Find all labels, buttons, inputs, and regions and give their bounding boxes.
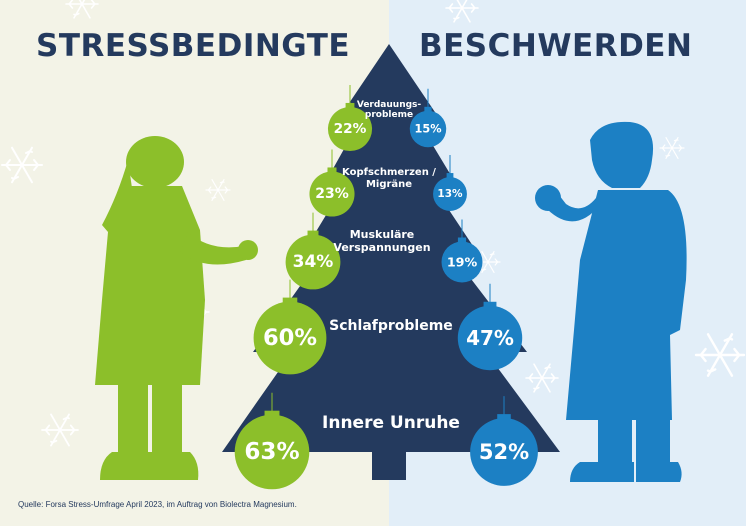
bauble-men-0: 15% (409, 88, 447, 148)
title-right: BESCHWERDEN (419, 28, 693, 64)
bauble-cap (483, 301, 497, 307)
bauble-value-label: 47% (466, 326, 514, 350)
bauble-ball (285, 234, 341, 290)
bauble-ball (433, 177, 467, 211)
bauble-ball (441, 241, 483, 283)
bauble-men-1: 13% (433, 155, 467, 211)
bauble-ball (327, 106, 373, 152)
category-label-unruhe: Innere Unruhe (322, 413, 460, 433)
bauble-men-3: 47% (457, 283, 523, 371)
bauble-value-label: 52% (479, 440, 529, 464)
snowflake-icon (659, 137, 685, 159)
bauble-value-label: 13% (437, 188, 463, 200)
category-label-verdauung: Verdauungs- probleme (356, 100, 422, 121)
snowflake-icon (1, 146, 43, 184)
snowflake-icon (525, 363, 559, 393)
bauble-value-label: 19% (447, 255, 478, 270)
bauble-cap (282, 297, 298, 303)
snowflake-icon (65, 0, 99, 19)
bauble-women-3: 60% (253, 279, 327, 375)
bauble-cap (497, 414, 511, 420)
bauble-value-label: 34% (293, 252, 334, 272)
bauble-cap (264, 410, 280, 416)
bauble-women-4: 63% (234, 392, 310, 490)
bauble-ball (253, 301, 327, 375)
bauble-value-label: 63% (244, 439, 299, 465)
snowflake-icon (445, 0, 479, 23)
bauble-ball (309, 171, 355, 217)
category-label-muskulaer: Muskuläre Verspannungen (333, 228, 431, 254)
bauble-men-2: 19% (441, 219, 483, 283)
bauble-cap (446, 173, 454, 179)
bauble-women-2: 34% (285, 212, 341, 290)
bauble-value-label: 23% (315, 186, 349, 202)
bauble-cap (345, 102, 355, 108)
snowflake-icon (41, 413, 79, 447)
bauble-value-label: 15% (414, 123, 441, 136)
title-left: STRESSBEDINGTE (36, 28, 351, 64)
bauble-women-1: 23% (309, 149, 355, 217)
bauble-cap (457, 237, 467, 243)
bauble-cap (307, 230, 319, 236)
bauble-cap (424, 106, 432, 112)
source-note: Quelle: Forsa Stress-Umfrage April 2023,… (18, 500, 297, 509)
bauble-men-4: 52% (470, 396, 538, 486)
snowflake-icon (205, 179, 231, 201)
category-label-schlaf: Schlafprobleme (329, 318, 453, 334)
woman-silhouette-icon (95, 136, 258, 480)
bauble-ball (470, 418, 538, 486)
bauble-value-label: 22% (334, 121, 367, 137)
bauble-ball (457, 305, 523, 371)
bauble-cap (327, 167, 337, 173)
bauble-ball (234, 414, 310, 490)
category-label-kopfschmerzen: Kopfschmerzen / Migräne (342, 167, 436, 190)
snowflake-icon (694, 333, 746, 377)
man-silhouette-icon (535, 121, 687, 482)
bauble-value-label: 60% (263, 325, 317, 351)
bauble-ball (409, 110, 447, 148)
christmas-tree-icon (222, 44, 560, 480)
bauble-women-0: 22% (327, 84, 373, 152)
